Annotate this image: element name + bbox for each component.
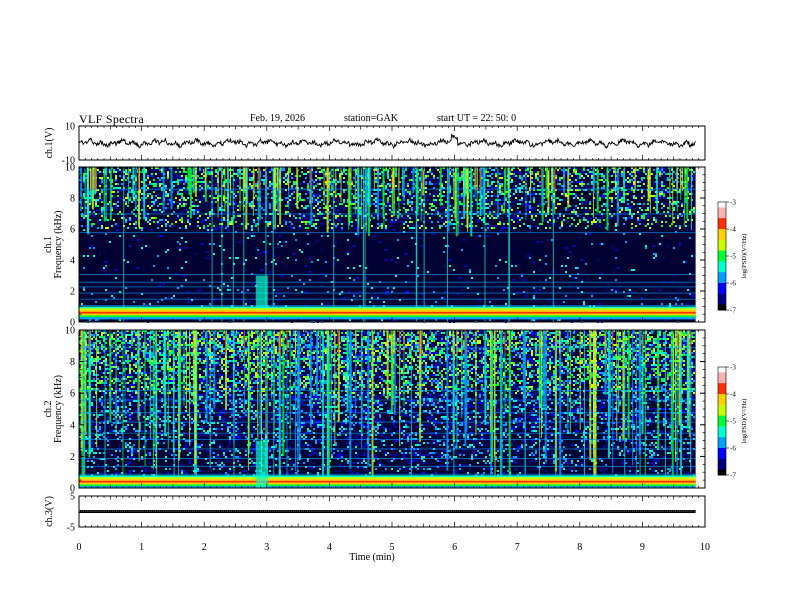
station-label: station=GAK [344,113,398,124]
ch1-spectrogram-cbar-tick-1: -4 [730,226,736,234]
xtick-10: 10 [700,542,710,553]
xtick-2: 2 [202,542,207,553]
ch2-spectrogram-cbar-label: log(PSD)(V²/Hz) [741,399,748,444]
xtick-7: 7 [515,542,520,553]
ch1-spectrogram-panel: 0 2 4 6 8 10 ch.1 Frequency (kHz) [43,163,706,329]
ch2-spectrogram-ytick-3: 6 [70,389,75,400]
xtick-5: 5 [390,542,395,553]
ch1-spectrogram-ylabel: Frequency (kHz) [53,210,64,278]
ch2-spectrogram-panel: 0 2 4 6 8 10 ch.2 Frequency (kHz) [43,326,706,495]
ch1-waveform-ylabel: ch.1(V) [44,128,55,159]
ch3-waveform-ytick-1: -5 [67,523,75,534]
xtick-8: 8 [577,542,582,553]
ch1-spectrogram-ytick-3: 6 [70,225,75,236]
ch1-spectrogram-ytick-1: 2 [70,287,75,298]
ch1-waveform-ytick-1: -10 [62,156,75,167]
xtick-6: 6 [452,542,457,553]
ch2-spectrogram-burst [255,440,268,488]
ch1-spectrogram-cbar-tick-0: -3 [730,199,736,207]
ch2-spectrogram-cbar-tick-3: -6 [730,445,736,453]
ch1-waveform-panel: 10 -10 ch.1(V) [44,122,706,167]
x-axis-label: Time (min) [349,552,394,563]
ch1-spectrogram-strong-band [79,306,696,309]
xtick-3: 3 [264,542,269,553]
ch1-spectrogram-cbar-label: log(PSD)(V²/Hz) [741,234,748,279]
ch1-waveform-ytick-0: 10 [65,122,75,133]
ch1-spectrogram-burst [255,275,268,307]
ch1-spectrogram-cbar-tick-2: -5 [730,253,736,261]
ch2-spectrogram-ytick-0: 0 [70,484,75,495]
ch1-spectrogram-channel-label: ch.1 [43,236,54,253]
ch2-spectrogram-cbar-tick-4: -7 [730,472,736,480]
ch1-waveform-trace [78,133,696,150]
start-time-label: start UT = 22: 50: 0 [437,113,517,124]
ch2-spectrogram-channel-label: ch.2 [43,401,54,418]
ch1-spectrogram-ytick-0: 0 [70,318,75,329]
ch2-spectrogram-cbar-tick-2: -5 [730,418,736,426]
ch2-spectrogram-cbar-tick-1: -4 [730,391,736,399]
ch2-spectrogram-ytick-4: 8 [70,357,75,368]
ch1-spectrogram-ytick-2: 4 [70,256,75,267]
xtick-0: 0 [77,542,82,553]
ch1-spectrogram-ytick-5: 10 [65,163,75,174]
ch3-waveform-ytick-0: 5 [70,492,75,503]
xtick-9: 9 [640,542,645,553]
ch2-spectrogram-ylabel: Frequency (kHz) [53,375,64,443]
page-title: VLF Spectra [79,112,144,126]
ch3-waveform-panel: 5 -5 ch.3(V) [44,492,706,534]
ch2-spectrogram-ytick-5: 10 [65,326,75,337]
ch1-spectrogram-ytick-4: 8 [70,194,75,205]
ch2-spectrogram-ytick-2: 4 [70,420,75,431]
ch1-spectrogram-cbar-tick-3: -6 [730,280,736,288]
ch2-spectrogram-strong-band [79,475,696,478]
x-axis: 0 1 2 3 4 5 6 7 8 9 10 Time (min) [77,542,711,563]
ch2-spectrogram-ytick-1: 2 [70,452,75,463]
ch2-spectrogram-cbar-tick-0: -3 [730,364,736,372]
ch1-spectrogram-cbar-tick-4: -7 [730,307,736,315]
date-label: Feb. 19, 2026 [250,113,305,124]
xtick-1: 1 [139,542,144,553]
ch1-spectrogram-colorbar: -3 -4 -5 -6 -7 log(PSD)(V²/Hz) [717,199,748,315]
ch3-waveform-ylabel: ch.3(V) [44,496,55,527]
xtick-4: 4 [327,542,332,553]
ch2-spectrogram-colorbar: -3 -4 -5 -6 -7 log(PSD)(V²/Hz) [717,364,748,480]
